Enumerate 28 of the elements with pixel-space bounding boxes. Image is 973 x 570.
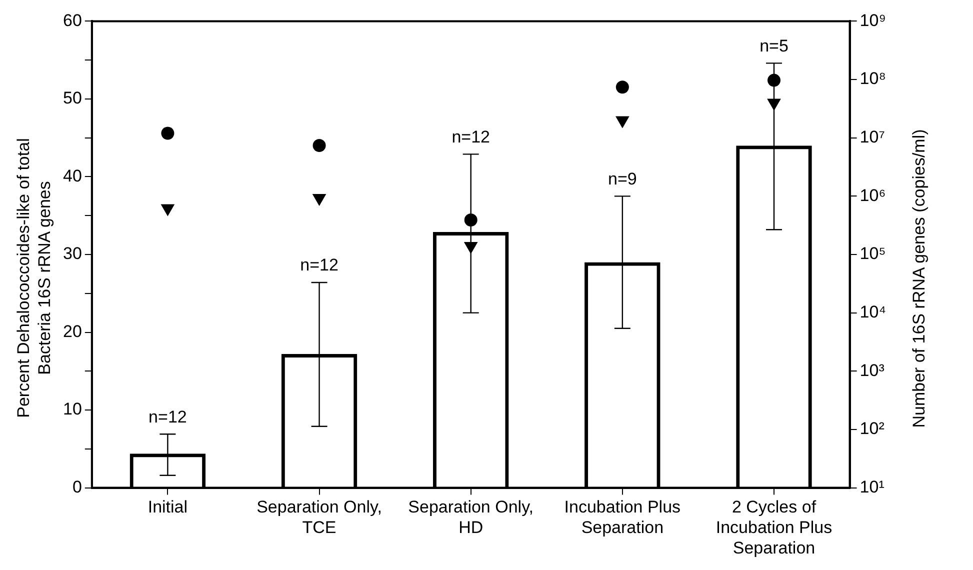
y2-tick-label: 10⁶ xyxy=(860,186,886,205)
x-tick-label: 2 Cycles of Incubation Plus Separation xyxy=(716,498,832,558)
y-tick-label: 50 xyxy=(62,88,82,108)
x-tick-label: Separation Only, HD xyxy=(408,498,534,538)
y2-tick-label: 10² xyxy=(860,419,885,438)
y2-tick-label: 10⁸ xyxy=(860,69,886,88)
x-tick-label: Initial xyxy=(148,498,188,517)
x-tick-label: Incubation Plus Separation xyxy=(564,498,681,538)
annotation: n=5 xyxy=(760,36,788,56)
y2-tick-label: 10³ xyxy=(860,360,885,380)
y-tick-label: 0 xyxy=(72,477,82,496)
y2-tick-label: 10¹ xyxy=(860,477,885,496)
annotation: n=12 xyxy=(300,256,338,275)
y-tick-label: 60 xyxy=(62,10,82,30)
x-tick-label: Separation Only, TCE xyxy=(256,498,382,538)
y-tick-label: 10 xyxy=(62,400,82,419)
y2-tick-label: 10⁴ xyxy=(860,302,886,322)
y-axis-title: Percent Dehalococcoides-like of total Bacteria 16S rRNA genes xyxy=(13,137,55,420)
y-tick-label: 20 xyxy=(62,322,82,341)
annotation: n=12 xyxy=(452,127,490,146)
y2-axis-title: Number of 16S rRNA genes (copies/ml) xyxy=(908,128,930,430)
y-tick-label: 30 xyxy=(62,244,82,264)
y2-tick-label: 10⁹ xyxy=(860,10,886,30)
y-tick-label: 40 xyxy=(62,166,82,186)
y2-tick-label: 10⁵ xyxy=(860,244,886,264)
y2-tick-label: 10⁷ xyxy=(860,128,885,147)
annotation: n=12 xyxy=(148,407,187,426)
annotation: n=9 xyxy=(608,169,637,188)
